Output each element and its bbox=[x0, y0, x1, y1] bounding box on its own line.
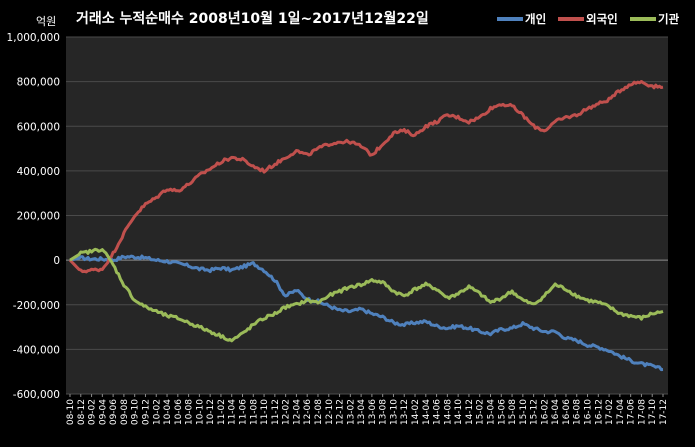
x-tick-label: 15-10 bbox=[519, 399, 529, 425]
x-tick-label: 17-08 bbox=[637, 399, 647, 425]
x-tick-label: 13-06 bbox=[368, 399, 378, 425]
y-tick-label: -400,000 bbox=[13, 344, 60, 356]
x-tick-label: 12-04 bbox=[292, 399, 302, 425]
x-tick-label: 11-08 bbox=[249, 399, 259, 425]
x-tick-label: 17-04 bbox=[616, 399, 626, 425]
axes: 1,000,000 800,000 600,000 400,000 200,000 0 -2… bbox=[7, 32, 669, 425]
legend: 개인 외국인 기관 bbox=[497, 12, 680, 26]
x-tick-label: 09-02 bbox=[88, 399, 98, 425]
x-tick-label: 12-06 bbox=[303, 399, 313, 425]
x-tick-label: 17-10 bbox=[648, 399, 658, 425]
x-tick-label: 14-06 bbox=[433, 399, 443, 425]
x-tick-label: 11-02 bbox=[217, 399, 227, 425]
x-tick-label: 16-12 bbox=[594, 399, 604, 425]
x-tick-label: 13-04 bbox=[357, 399, 367, 425]
x-tick-label: 15-04 bbox=[486, 399, 496, 425]
x-tick-label: 16-02 bbox=[540, 399, 550, 425]
series-line-2 bbox=[68, 80, 664, 274]
x-tick-label: 11-04 bbox=[228, 399, 238, 425]
legend-label: 외국인 bbox=[586, 12, 618, 26]
x-tick-label: 13-12 bbox=[400, 399, 410, 425]
x-tick-label: 14-04 bbox=[422, 399, 432, 425]
x-tick-label: 16-06 bbox=[562, 399, 572, 425]
x-tick-label: 10-12 bbox=[206, 399, 216, 425]
x-tick-label: 17-02 bbox=[605, 399, 615, 425]
chart-title: 거래소 누적순매수 2008년10월 1일~2017년12월22일 bbox=[76, 10, 429, 27]
y-tick-label: 200,000 bbox=[17, 211, 60, 223]
x-tick-label: 10-08 bbox=[185, 399, 195, 425]
x-tick-label: 14-02 bbox=[411, 399, 421, 425]
x-tick-label: 15-08 bbox=[508, 399, 518, 425]
series-group bbox=[68, 80, 664, 372]
x-tick-label: 09-12 bbox=[141, 399, 151, 425]
x-tick-label: 08-12 bbox=[77, 399, 87, 425]
x-tick-label: 12-08 bbox=[314, 399, 324, 425]
y-tick-label: 0 bbox=[53, 255, 60, 267]
x-tick-label: 10-02 bbox=[152, 399, 162, 425]
x-tick-label: 08-10 bbox=[66, 399, 76, 425]
x-tick-label: 12-10 bbox=[325, 399, 335, 425]
x-tick-label: 13-08 bbox=[379, 399, 389, 425]
x-tick-label: 14-12 bbox=[465, 399, 475, 425]
x-tick-label: 12-12 bbox=[336, 399, 346, 425]
x-tick-label: 17-12 bbox=[659, 399, 669, 425]
x-tick-label: 10-10 bbox=[195, 399, 205, 425]
x-tick-label: 17-06 bbox=[627, 399, 637, 425]
x-tick-label: 15-12 bbox=[530, 399, 540, 425]
x-tick-label: 09-08 bbox=[120, 399, 130, 425]
x-tick-label: 11-06 bbox=[239, 399, 249, 425]
x-tick-label: 16-10 bbox=[584, 399, 594, 425]
y-tick-label: -200,000 bbox=[13, 300, 60, 312]
y-tick-label: 800,000 bbox=[17, 77, 60, 89]
x-tick-label: 09-04 bbox=[98, 399, 108, 425]
series-line-3 bbox=[69, 247, 664, 343]
y-axis-unit-label: 억원 bbox=[36, 15, 56, 28]
x-tick-label: 12-02 bbox=[282, 399, 292, 425]
x-tick-label: 16-04 bbox=[551, 399, 561, 425]
x-tick-label: 11-10 bbox=[260, 399, 270, 425]
x-tick-label: 16-08 bbox=[573, 399, 583, 425]
legend-label: 개인 bbox=[525, 12, 546, 26]
grid bbox=[66, 36, 668, 395]
y-tick-label: -600,000 bbox=[13, 389, 60, 401]
y-tick-label: 1,000,000 bbox=[7, 32, 60, 44]
x-tick-label: 15-06 bbox=[497, 399, 507, 425]
x-tick-label: 09-06 bbox=[109, 399, 119, 425]
x-tick-label: 09-10 bbox=[131, 399, 141, 425]
x-tick-label: 10-04 bbox=[163, 399, 173, 425]
x-tick-label: 13-02 bbox=[346, 399, 356, 425]
legend-label: 기관 bbox=[658, 12, 680, 26]
x-tick-label: 11-12 bbox=[271, 399, 281, 425]
x-tick-label: 14-10 bbox=[454, 399, 464, 425]
series-line-1 bbox=[69, 254, 664, 372]
x-tick-label: 15-02 bbox=[476, 399, 486, 425]
x-tick-label: 13-10 bbox=[389, 399, 399, 425]
y-tick-label: 400,000 bbox=[17, 166, 60, 178]
x-tick-label: 14-08 bbox=[443, 399, 453, 425]
y-tick-label: 600,000 bbox=[17, 121, 60, 133]
x-tick-label: 10-06 bbox=[174, 399, 184, 425]
